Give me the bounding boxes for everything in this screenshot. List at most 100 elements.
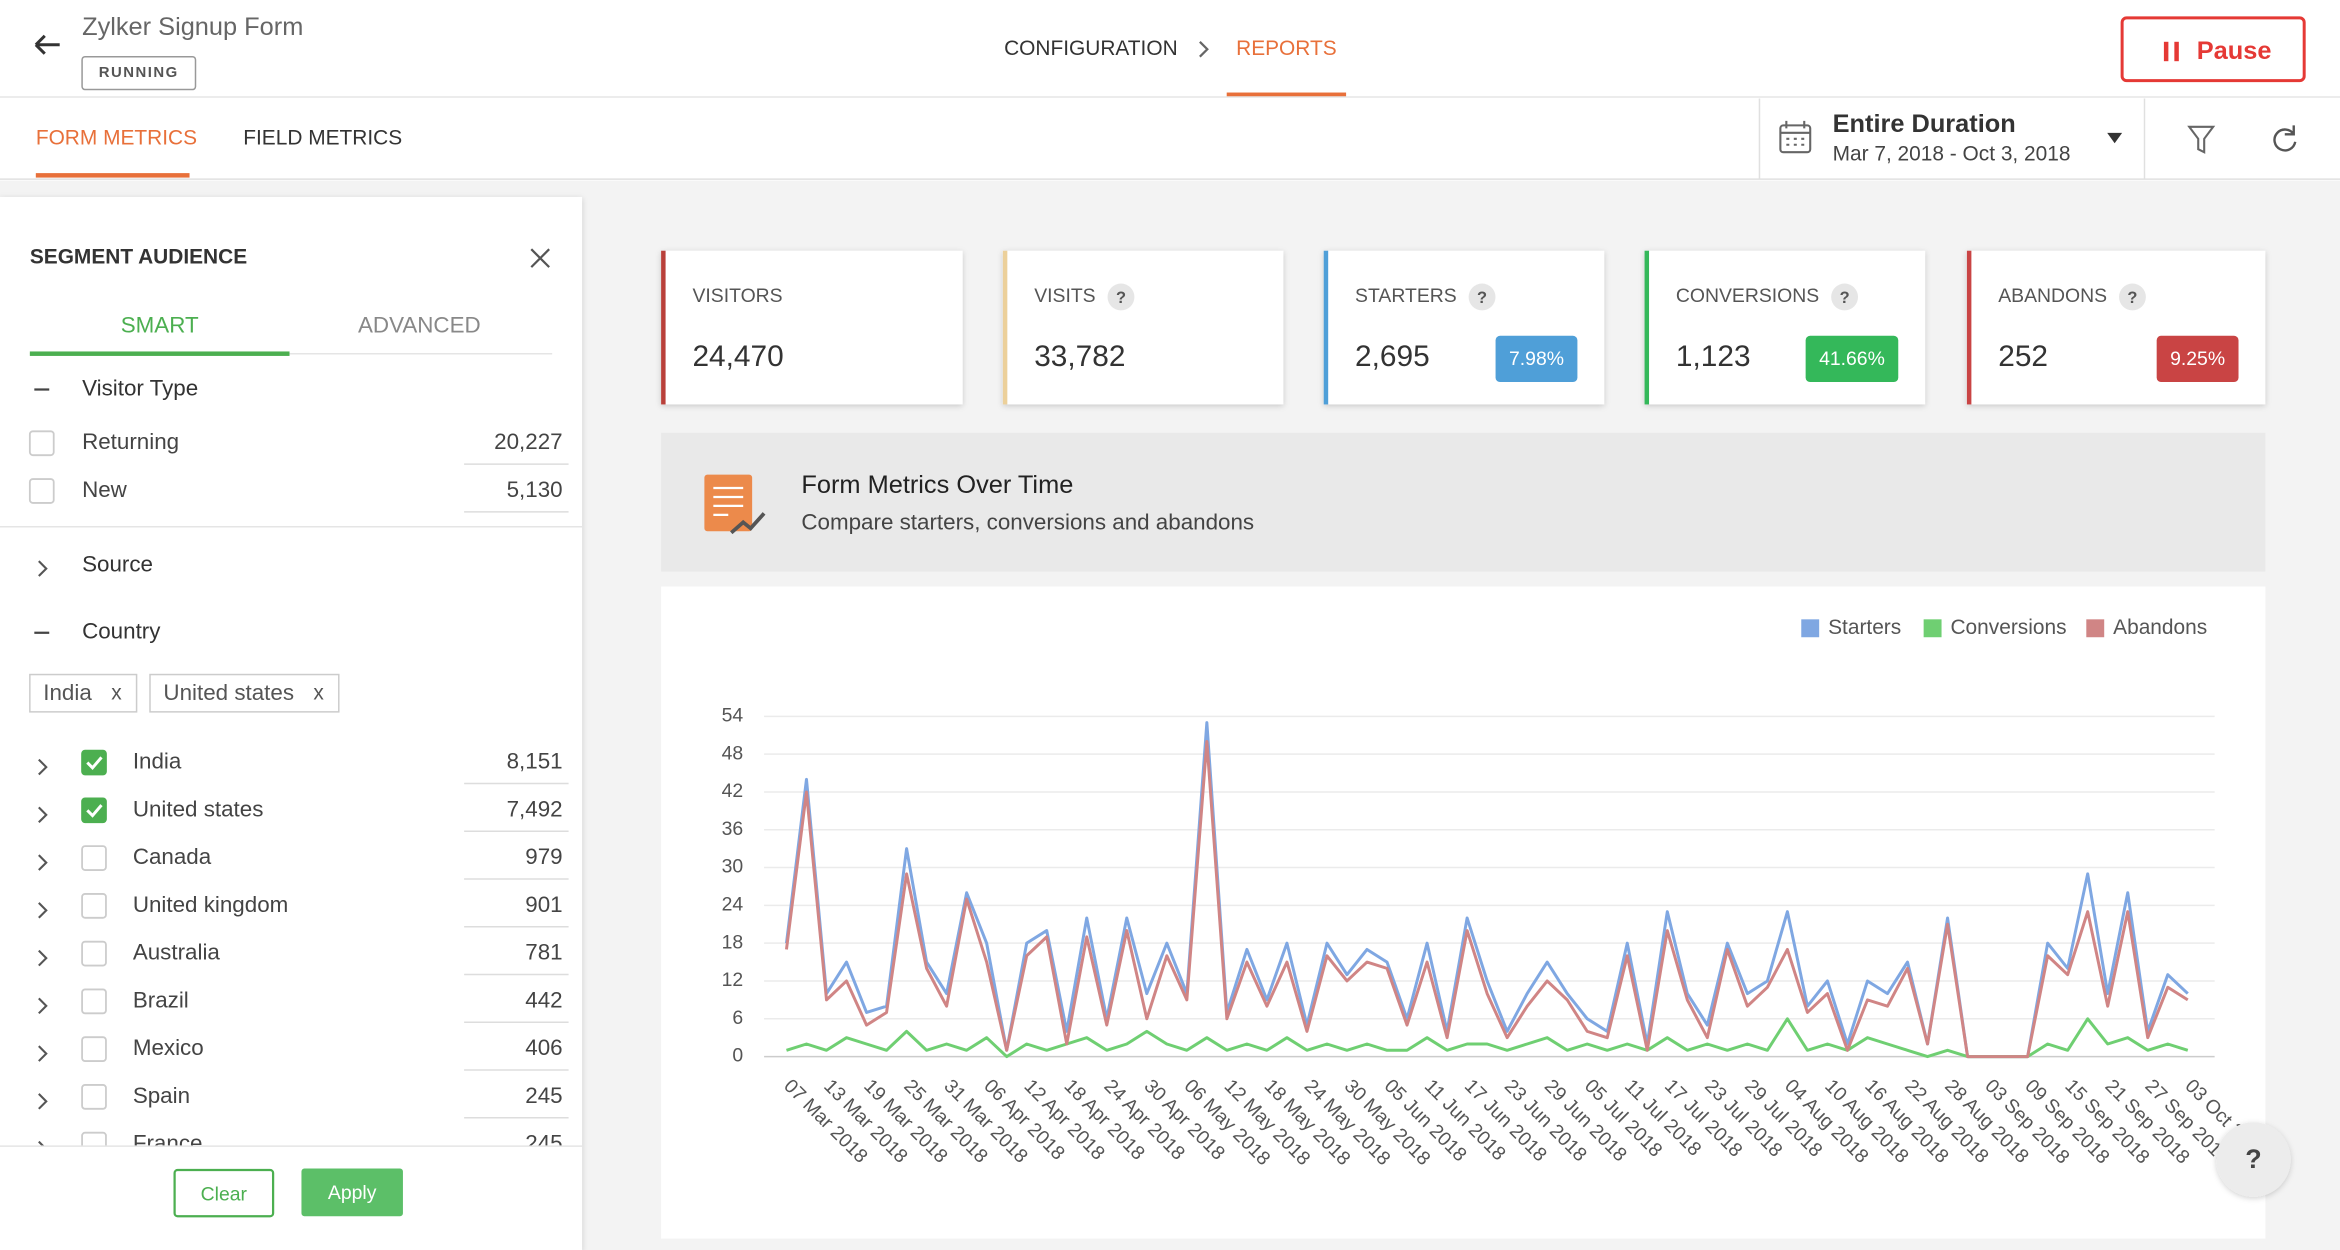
date-range-label[interactable]: Entire Duration	[1833, 110, 2016, 138]
pause-text[interactable]: Pause	[2197, 37, 2272, 65]
option-count: 5,130	[507, 477, 563, 502]
help-icon-text[interactable]: ?	[2127, 289, 2137, 307]
checkbox[interactable]	[82, 1037, 106, 1061]
option-label: Australia	[133, 940, 221, 965]
y-tick-label: 6	[732, 1007, 743, 1029]
metric-rate: 41.66%	[1819, 348, 1885, 370]
y-tick-label: 30	[722, 856, 744, 878]
y-tick-label: 18	[722, 931, 744, 953]
option-count: 781	[525, 940, 562, 965]
y-tick-label: 54	[722, 704, 744, 726]
checkbox[interactable]	[82, 846, 106, 870]
checkbox[interactable]	[82, 894, 106, 918]
metric-card-accent	[661, 251, 665, 405]
chart-panel-title: Form Metrics Over Time	[801, 471, 1073, 499]
sidebar-footer	[0, 1146, 582, 1250]
metric-value: 24,470	[692, 340, 783, 373]
option-label: Spain	[133, 1083, 190, 1108]
option-label: Brazil	[133, 987, 189, 1012]
option-label: Canada	[133, 844, 212, 869]
metric-value: 252	[1998, 340, 2048, 373]
apply-text[interactable]: Apply	[328, 1182, 377, 1204]
y-tick-label: 0	[732, 1045, 743, 1067]
legend-swatch	[1801, 619, 1819, 637]
group-label[interactable]: Visitor Type	[82, 375, 198, 400]
help-icon-text[interactable]: ?	[1116, 289, 1126, 307]
legend-swatch	[1924, 619, 1942, 637]
option-count: 442	[525, 987, 562, 1012]
help-icon-text[interactable]: ?	[1840, 289, 1850, 307]
tab-field-metrics[interactable]: FIELD METRICS	[243, 126, 402, 149]
metric-card	[661, 251, 962, 405]
option-count: 20,227	[494, 429, 562, 454]
checkbox[interactable]	[82, 1085, 106, 1109]
checkbox[interactable]	[82, 751, 106, 775]
sidebar-tab-smart[interactable]: SMART	[121, 313, 199, 338]
option-label: India	[133, 749, 182, 774]
option-count: 7,492	[507, 796, 563, 821]
option-label: Mexico	[133, 1035, 204, 1060]
checkbox[interactable]	[82, 798, 106, 822]
clear-text[interactable]: Clear	[201, 1184, 248, 1206]
metric-value: 33,782	[1034, 340, 1125, 373]
option-count: 245	[525, 1083, 562, 1108]
group-label[interactable]: Source	[82, 552, 153, 577]
sidebar-tab-advanced[interactable]: ADVANCED	[358, 313, 481, 338]
option-count: 901	[525, 892, 562, 917]
checkbox[interactable]	[82, 989, 106, 1013]
legend-label[interactable]: Conversions	[1950, 616, 2066, 639]
date-range-value: Mar 7, 2018 - Oct 3, 2018	[1833, 143, 2071, 166]
group-label[interactable]: Country	[82, 619, 161, 644]
metric-card-accent	[1645, 251, 1649, 405]
chart-panel-subtitle: Compare starters, conversions and abando…	[801, 510, 1254, 535]
y-tick-label: 12	[722, 969, 744, 991]
y-tick-label: 42	[722, 780, 744, 802]
status-text: RUNNING	[99, 64, 179, 81]
help-icon-text[interactable]: ?	[1477, 289, 1487, 307]
y-tick-label: 36	[722, 818, 744, 840]
option-label: United kingdom	[133, 892, 288, 917]
tab-underline	[36, 173, 190, 177]
chip-remove[interactable]: x	[313, 681, 324, 704]
form-title: Zylker Signup Form	[82, 13, 303, 41]
metric-label: VISITS	[1034, 285, 1095, 307]
metric-card	[1003, 251, 1284, 405]
checkbox[interactable]	[30, 431, 54, 455]
pause-icon	[2174, 42, 2178, 61]
sidebar-title: SEGMENT AUDIENCE	[30, 246, 247, 269]
chart-header-panel	[661, 433, 2265, 572]
y-tick-label: 48	[722, 742, 744, 764]
legend-label[interactable]: Abandons	[2113, 616, 2207, 639]
pause-icon	[2164, 42, 2168, 61]
metric-card-accent	[1003, 251, 1007, 405]
breadcrumb-config[interactable]: CONFIGURATION	[1004, 37, 1178, 60]
option-label: United states	[133, 796, 264, 821]
option-count: 979	[525, 844, 562, 869]
metric-label: ABANDONS	[1998, 285, 2107, 307]
option-count: 406	[525, 1035, 562, 1060]
option-label: Returning	[82, 429, 179, 454]
metric-label: VISITORS	[692, 285, 782, 307]
breadcrumb-reports[interactable]: REPORTS	[1236, 37, 1337, 60]
checkbox[interactable]	[82, 942, 106, 966]
metric-value: 1,123	[1676, 340, 1751, 373]
metric-label: STARTERS	[1355, 285, 1457, 307]
help-button-text[interactable]: ?	[2245, 1144, 2261, 1174]
metric-label: CONVERSIONS	[1676, 285, 1819, 307]
legend-label[interactable]: Starters	[1828, 616, 1901, 639]
option-count: 8,151	[507, 749, 563, 774]
legend-swatch	[2086, 619, 2104, 637]
chip-text: United states	[163, 680, 294, 705]
chip-text: India	[43, 680, 92, 705]
metric-card-accent	[1324, 251, 1328, 405]
checkbox[interactable]	[30, 479, 54, 503]
chip-remove[interactable]: x	[111, 681, 122, 704]
metric-rate: 7.98%	[1509, 348, 1564, 370]
y-tick-label: 24	[722, 893, 744, 915]
sidebar-tab-underline	[30, 351, 290, 355]
tab-form-metrics[interactable]: FORM METRICS	[36, 126, 197, 149]
metric-value: 2,695	[1355, 340, 1430, 373]
metric-rate: 9.25%	[2170, 348, 2225, 370]
